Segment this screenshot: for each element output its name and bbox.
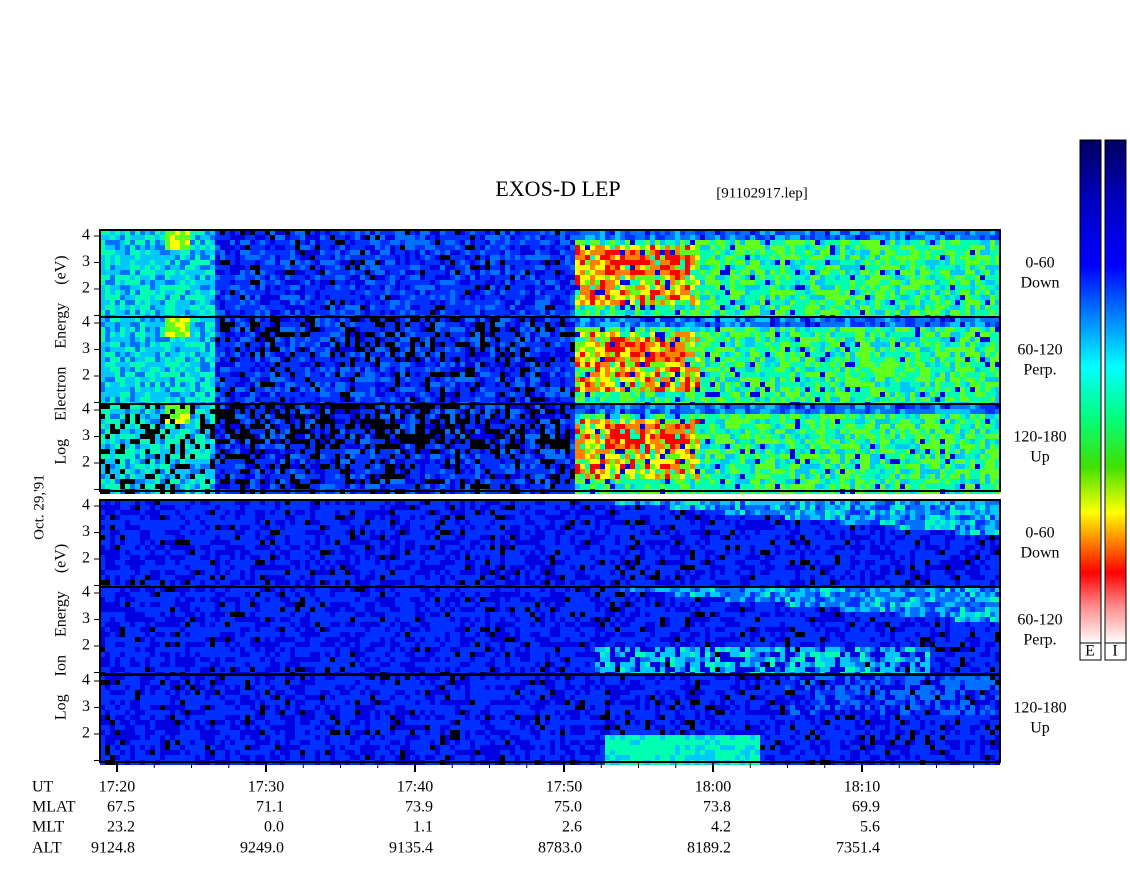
orbit-value: 73.8 xyxy=(703,799,731,816)
pitch-direction: Down xyxy=(1020,275,1059,292)
orbit-value: 73.9 xyxy=(405,799,433,816)
y-tick-label: 2 xyxy=(82,550,90,567)
y-tick-label: 3 xyxy=(82,340,90,357)
spectrogram-texture xyxy=(100,675,1000,765)
colorbar-label: I xyxy=(1112,643,1117,660)
y-tick-label: 4 xyxy=(82,584,90,601)
y-tick-label: 2 xyxy=(82,280,90,297)
spectrogram-texture xyxy=(600,587,1000,677)
orbit-value: 71.1 xyxy=(256,799,284,816)
spectrogram-texture xyxy=(785,675,1000,715)
pitch-range: 60-120 xyxy=(1017,342,1062,359)
orbit-label: UT xyxy=(32,779,54,796)
orbit-value: 7351.4 xyxy=(836,840,880,857)
pitch-range: 0-60 xyxy=(1025,255,1054,272)
spectrogram-texture xyxy=(105,230,990,320)
orbit-label: MLAT xyxy=(32,799,76,816)
spectrogram-texture xyxy=(100,500,1000,590)
spectrogram-texture xyxy=(215,230,990,320)
spectrogram-texture xyxy=(620,500,1000,535)
spectrogram-texture xyxy=(215,317,1000,407)
orbit-value: 8783.0 xyxy=(538,840,582,857)
pitch-direction: Up xyxy=(1030,720,1050,737)
spectrogram-texture xyxy=(575,332,700,392)
orbit-value: 4.2 xyxy=(711,819,731,836)
colorbar-label: E xyxy=(1085,643,1095,660)
colorbar-box xyxy=(1079,642,1102,661)
spectrogram-texture xyxy=(215,230,1000,320)
spectrogram-texture xyxy=(595,587,1000,677)
orbit-label: ALT xyxy=(32,840,62,857)
date: Oct. 29,'91 xyxy=(31,474,47,540)
colorbar-i xyxy=(1104,139,1127,644)
spectrogram-texture xyxy=(165,317,1000,407)
orbit-value: 17:40 xyxy=(397,779,433,796)
pitch-direction: Perp. xyxy=(1023,632,1056,649)
y-tick-label: 3 xyxy=(82,523,90,540)
pitch-range: 120-180 xyxy=(1013,429,1066,446)
orbit-value: 23.2 xyxy=(107,819,135,836)
y-tick-label: 4 xyxy=(82,401,90,418)
y-tick-label: 4 xyxy=(82,227,90,244)
pitch-direction: Perp. xyxy=(1023,362,1056,379)
spectrogram-texture xyxy=(165,404,1000,494)
electron-axis-label: Log Electron Energy (eV) xyxy=(53,255,70,464)
orbit-value: 75.0 xyxy=(554,799,582,816)
y-tick-label: 3 xyxy=(82,698,90,715)
pitch-direction: Down xyxy=(1020,545,1059,562)
title: EXOS-D LEP xyxy=(495,176,620,201)
spectrogram-texture xyxy=(575,419,700,479)
orbit-value: 9135.4 xyxy=(389,840,433,857)
spectrogram-texture xyxy=(165,230,1000,320)
orbit-value: 0.0 xyxy=(264,819,284,836)
orbit-value: 17:30 xyxy=(248,779,284,796)
y-tick-label: 3 xyxy=(82,427,90,444)
orbit-value: 17:50 xyxy=(546,779,582,796)
orbit-value: 9249.0 xyxy=(240,840,284,857)
orbit-value: 5.6 xyxy=(860,819,880,836)
spectrogram-texture xyxy=(595,587,1000,677)
orbit-value: 69.9 xyxy=(852,799,880,816)
y-tick-label: 2 xyxy=(82,637,90,654)
spectrogram-texture xyxy=(100,404,1000,494)
spectrogram-texture xyxy=(215,404,1000,494)
orbit-value: 2.6 xyxy=(562,819,582,836)
y-tick-label: 2 xyxy=(82,725,90,742)
orbit-value: 1.1 xyxy=(413,819,433,836)
orbit-value: 18:10 xyxy=(844,779,880,796)
y-tick-label: 3 xyxy=(82,253,90,270)
orbit-value: 67.5 xyxy=(107,799,135,816)
y-tick-label: 2 xyxy=(82,367,90,384)
pitch-range: 60-120 xyxy=(1017,612,1062,629)
orbit-label: MLT xyxy=(32,819,65,836)
spectrogram-texture xyxy=(165,414,700,479)
orbit-value: 8189.2 xyxy=(687,840,731,857)
file-name: [91102917.lep] xyxy=(716,185,808,201)
colorbar-e xyxy=(1079,139,1102,644)
spectrogram-texture xyxy=(100,317,1000,407)
orbit-value: 18:00 xyxy=(695,779,731,796)
orbit-value: 9124.8 xyxy=(91,840,135,857)
y-tick-label: 3 xyxy=(82,610,90,627)
pitch-range: 0-60 xyxy=(1025,525,1054,542)
ion-axis-label: Log Ion Energy (eV) xyxy=(53,544,70,720)
spectrogram-texture xyxy=(100,404,1000,494)
spectrogram-texture xyxy=(615,500,1000,535)
spectrogram-texture xyxy=(645,500,1000,535)
pitch-range: 120-180 xyxy=(1013,700,1066,717)
y-tick-label: 4 xyxy=(82,672,90,689)
panel-frame xyxy=(99,403,1001,492)
y-tick-label: 4 xyxy=(82,314,90,331)
spectrogram-texture xyxy=(575,245,690,305)
colorbar-box xyxy=(1104,642,1127,661)
orbit-value: 17:20 xyxy=(99,779,135,796)
y-tick-label: 2 xyxy=(82,454,90,471)
spectrogram-texture xyxy=(100,587,1000,677)
spectrogram-texture xyxy=(605,735,760,765)
pitch-direction: Up xyxy=(1030,449,1050,466)
y-tick-label: 4 xyxy=(82,497,90,514)
